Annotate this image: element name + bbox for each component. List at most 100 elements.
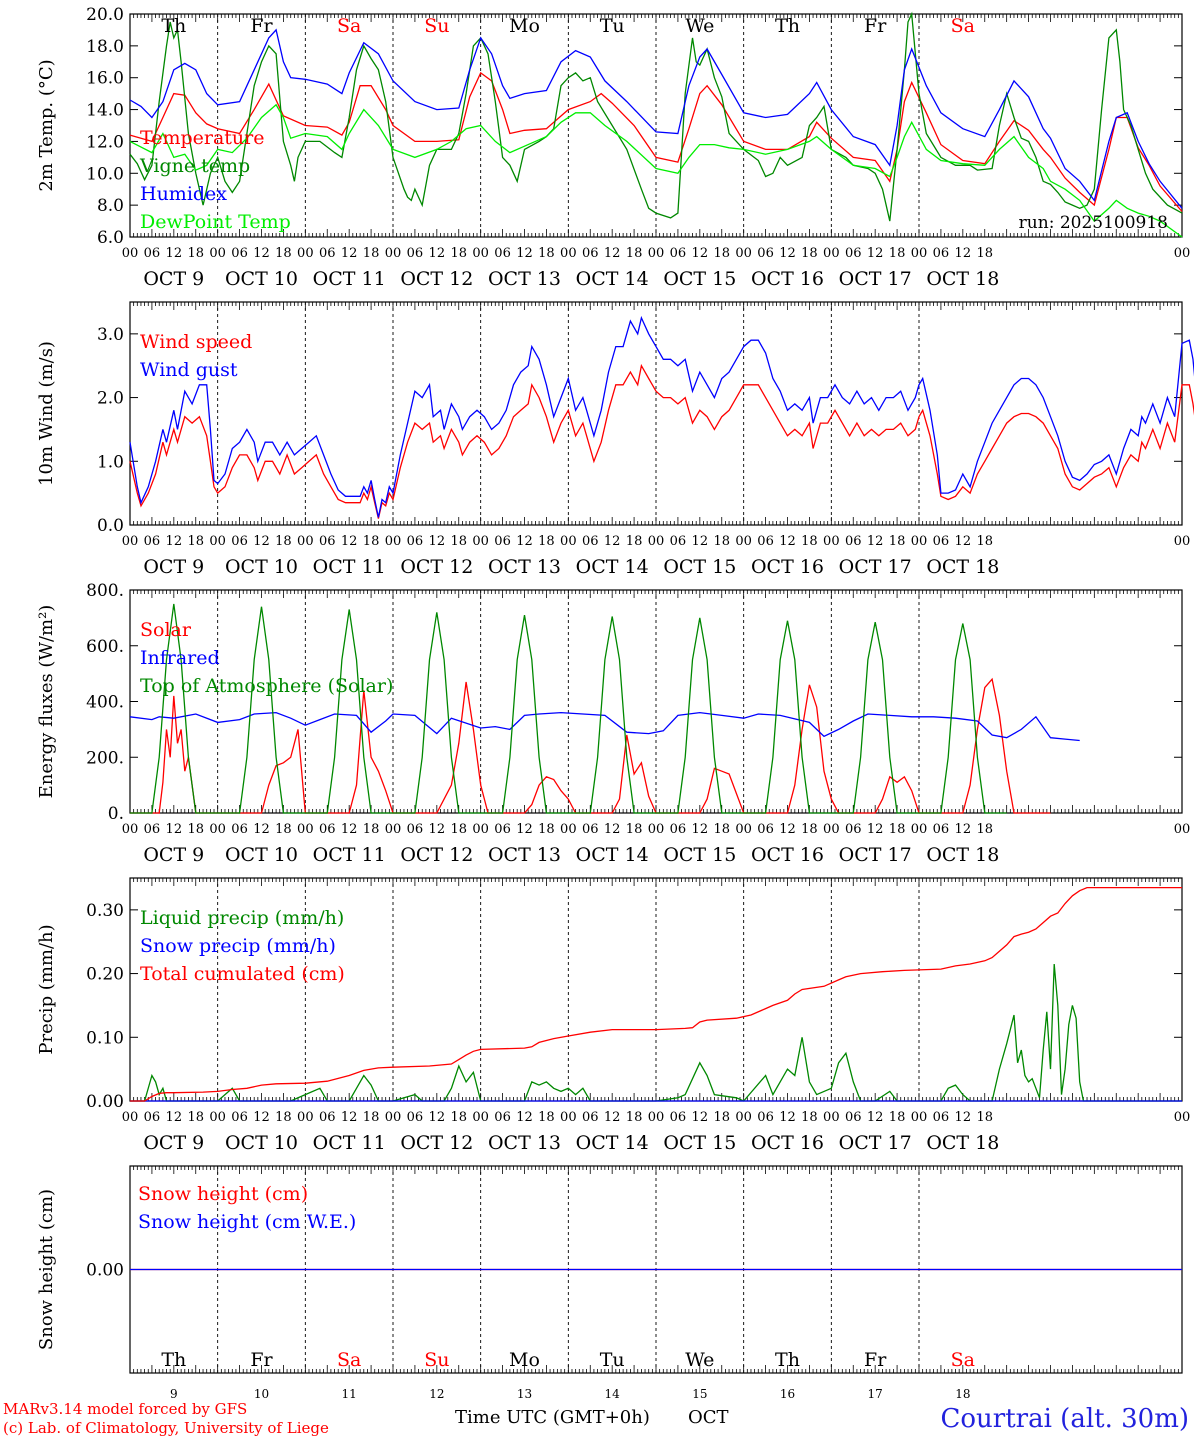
date-label: OCT 9: [143, 844, 204, 866]
legend-entry: Wind gust: [140, 359, 238, 381]
x-tick-label: 12: [692, 822, 709, 837]
x-tick-label: 12: [604, 822, 621, 837]
x-tick-label: 12: [604, 534, 621, 549]
x-tick-label: 18: [363, 246, 380, 261]
x-tick-label: 06: [144, 246, 161, 261]
date-label: OCT 9: [143, 1132, 204, 1154]
panel-frame: [129, 589, 1183, 814]
x-tick-label: 06: [144, 822, 161, 837]
day-of-week-label: Sa: [337, 1349, 361, 1371]
x-tick-label: 12: [341, 822, 358, 837]
x-tick-label: 12: [166, 822, 183, 837]
x-tick-label: 18: [363, 822, 380, 837]
date-label: OCT 16: [751, 844, 824, 866]
x-tick-label: 00: [735, 534, 752, 549]
x-tick-label: 18: [713, 822, 730, 837]
x-tick-label: 12: [867, 246, 884, 261]
month-label: OCT: [688, 1407, 729, 1428]
x-tick-label: 06: [845, 246, 862, 261]
x-tick-label: 18: [976, 1110, 993, 1125]
x-tick-label: 12: [516, 534, 533, 549]
y-tick-label: 0.00: [86, 1261, 124, 1281]
y-tick-label: 1.0: [97, 452, 124, 472]
date-label: OCT 18: [926, 556, 999, 578]
x-tick-label: 00: [560, 246, 577, 261]
day-number-label: 12: [429, 1387, 444, 1401]
x-tick-label: 12: [955, 246, 972, 261]
legend-entry: Liquid precip (mm/h): [140, 907, 344, 929]
x-tick-label: 00: [385, 822, 402, 837]
x-tick-label: 12: [692, 534, 709, 549]
x-tick-label: 06: [670, 822, 687, 837]
x-tick-label: 18: [187, 1110, 204, 1125]
x-tick-label: 00: [560, 822, 577, 837]
y-tick-label: 8.0: [97, 196, 124, 216]
day-of-week-label: Fr: [250, 15, 273, 37]
x-tick-label: 06: [933, 822, 950, 837]
x-tick-label: 18: [538, 246, 555, 261]
date-label: OCT 10: [225, 268, 298, 290]
day-number-label: 10: [254, 1387, 269, 1401]
x-tick-label: 00: [560, 1110, 577, 1125]
y-tick-label: 14.0: [86, 101, 124, 121]
x-tick-label: 12: [253, 822, 270, 837]
y-tick-label: 10.0: [86, 164, 124, 184]
y-axis-label: Snow height (cm): [36, 1189, 57, 1350]
x-tick-label: 18: [275, 246, 292, 261]
date-label: OCT 11: [313, 844, 386, 866]
x-tick-label: 18: [801, 534, 818, 549]
x-tick-label: 12: [429, 1110, 446, 1125]
x-tick-label: 12: [955, 1110, 972, 1125]
x-tick-label: 06: [494, 1110, 511, 1125]
x-tick-label: 00: [648, 1110, 665, 1125]
legend-entry: Snow height (cm): [138, 1183, 308, 1205]
legend-entry: Humidex: [140, 183, 227, 205]
x-tick-label: 00: [823, 534, 840, 549]
series-line-solar: [130, 677, 1051, 814]
x-tick-label: 06: [231, 246, 248, 261]
legend-entry: Vigne temp: [139, 155, 250, 177]
y-tick-label: 18.0: [86, 37, 124, 57]
date-label: OCT 10: [225, 1132, 298, 1154]
date-label: OCT 13: [488, 556, 561, 578]
day-number-label: 11: [342, 1387, 357, 1401]
x-tick-label: 06: [494, 822, 511, 837]
day-of-week-label: Mo: [509, 15, 540, 37]
day-number-label: 17: [868, 1387, 883, 1401]
day-of-week-label: Th: [161, 15, 186, 37]
y-tick-label: 600.: [86, 637, 124, 657]
x-tick-label: 06: [845, 534, 862, 549]
x-tick-label: 18: [275, 534, 292, 549]
day-of-week-label: Fr: [250, 1349, 273, 1371]
x-tick-label: 00: [209, 246, 226, 261]
x-tick-label: 00: [122, 1110, 139, 1125]
x-tick-label: 12: [779, 534, 796, 549]
series-line-liquid-precip-mm-h-: [130, 963, 1182, 1102]
x-tick-label: 12: [166, 1110, 183, 1125]
credit-line-1: MARv3.14 model forced by GFS: [3, 1400, 247, 1418]
x-tick-label: 06: [582, 1110, 599, 1125]
x-tick-label: 06: [670, 1110, 687, 1125]
series-line-wind-speed: [129, 363, 1194, 519]
series-line-top-of-atmosphere-solar-: [130, 603, 1007, 814]
series-line-total-cumulated-cm-: [130, 886, 1182, 1102]
legend-entry: Top of Atmosphere (Solar): [140, 675, 393, 697]
legend-entry: Total cumulated (cm): [140, 963, 345, 985]
x-tick-label: 06: [407, 534, 424, 549]
date-label: OCT 16: [751, 556, 824, 578]
x-tick-label: 00: [1174, 534, 1191, 549]
x-tick-label: 00: [122, 246, 139, 261]
x-tick-label: 12: [604, 1110, 621, 1125]
x-tick-label: 12: [692, 1110, 709, 1125]
date-label: OCT 11: [313, 268, 386, 290]
series-line-wind-gust: [129, 315, 1194, 518]
x-tick-label: 12: [955, 822, 972, 837]
x-tick-label: 06: [494, 246, 511, 261]
y-axis-label: 2m Temp. (°C): [36, 59, 57, 191]
x-tick-label: 18: [801, 246, 818, 261]
x-tick-label: 06: [670, 534, 687, 549]
x-tick-label: 00: [472, 534, 489, 549]
x-tick-label: 18: [713, 534, 730, 549]
date-label: OCT 14: [576, 556, 649, 578]
